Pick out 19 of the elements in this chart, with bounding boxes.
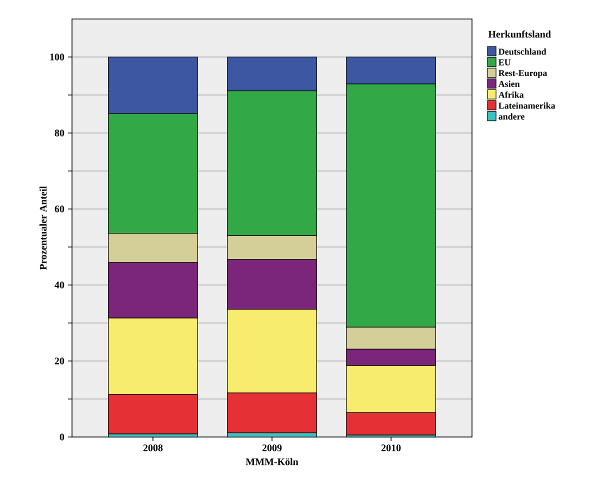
y-tick-label: 40 bbox=[54, 282, 64, 288]
legend-label: Lateinamerika bbox=[498, 102, 556, 109]
x-tick-label: 2009 bbox=[262, 444, 282, 452]
y-axis-title: Prozentualer Anteil bbox=[40, 186, 47, 270]
x-tick-label: 2008 bbox=[143, 444, 163, 452]
legend-label: Rest-Europa bbox=[498, 70, 548, 78]
x-tick-label: 2010 bbox=[381, 444, 401, 452]
legend-label: EU bbox=[498, 59, 511, 66]
legend-label: Afrika bbox=[498, 91, 524, 98]
legend-title: Herkunftsland bbox=[488, 30, 551, 38]
y-tick-label: 60 bbox=[54, 206, 64, 212]
y-tick-label: 80 bbox=[54, 130, 64, 136]
legend-label: andere bbox=[498, 113, 524, 120]
x-axis-title: MMM-Köln bbox=[246, 458, 298, 466]
y-tick-label: 0 bbox=[60, 434, 64, 440]
legend-label: Asien bbox=[498, 80, 520, 87]
legend-label: Deutschland bbox=[498, 48, 546, 55]
y-tick-label: 20 bbox=[54, 358, 64, 364]
y-tick-label: 100 bbox=[50, 54, 64, 60]
